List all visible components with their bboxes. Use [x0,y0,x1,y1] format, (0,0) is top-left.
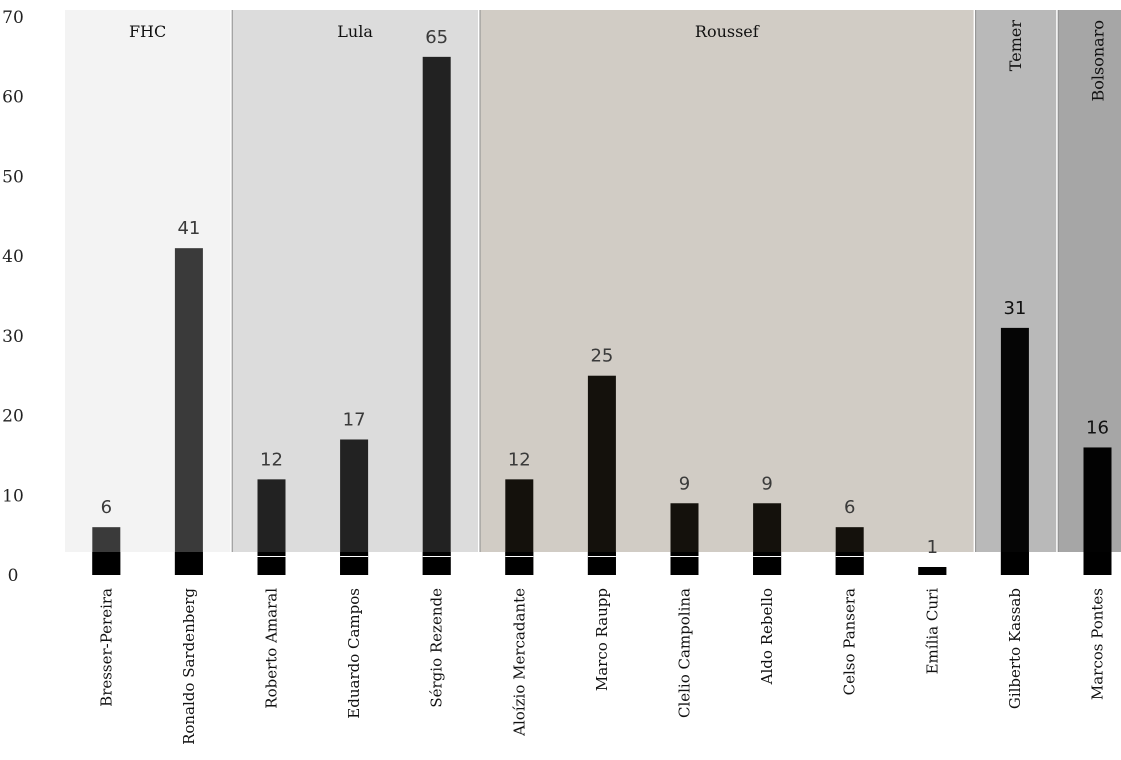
y-tick-label: 50 [2,167,24,187]
period-band-fhc [65,10,231,552]
category-label: Marco Raupp [593,588,611,691]
value-label: 9 [761,473,772,494]
y-tick-label: 40 [2,247,24,267]
y-axis: 0 10 20 30 40 50 60 70 [2,8,24,586]
category-label: Emília Curi [923,588,941,675]
period-labels: FHC Lula Roussef Temer Bolsonaro [129,20,1108,102]
value-label: 9 [679,473,690,494]
bar-base [340,552,369,575]
bar [587,375,616,575]
category-label: Sérgio Rezende [428,588,446,708]
period-label: Bolsonaro [1089,20,1108,101]
period-label: Temer [1006,20,1025,72]
category-label: Gilberto Kassab [1006,588,1024,709]
y-tick-label: 70 [2,8,24,28]
bars [92,56,1112,576]
bar-base [1083,552,1112,575]
bar-base [587,552,616,575]
bar-base [835,552,864,575]
bar-base [257,552,286,575]
value-label: 41 [177,218,200,239]
period-label: FHC [129,22,166,41]
value-label: 16 [1086,417,1109,438]
bar [1000,327,1029,575]
bar-base [670,552,699,575]
y-tick-label: 20 [2,407,24,427]
bar-base [92,552,121,575]
category-label: Aloízio Mercadante [510,588,528,737]
value-label: 6 [844,497,855,518]
category-label: Celso Pansera [841,588,859,695]
category-label: Roberto Amaral [263,588,281,709]
y-tick-label: 10 [2,486,24,506]
value-label: 1 [927,537,938,558]
category-label: Ronaldo Sardenberg [180,588,198,745]
category-label: Clelio Campolina [676,588,694,718]
period-label: Lula [337,22,373,41]
value-label: 12 [508,449,531,470]
category-label: Marcos Pontes [1089,588,1107,700]
bar-base [505,552,534,575]
category-label: Aldo Rebello [758,588,776,685]
value-label: 12 [260,449,283,470]
bar-base [1000,552,1029,575]
value-label: 6 [101,497,112,518]
bar-base [422,552,451,575]
bar-base [753,552,782,575]
bar [422,56,451,576]
y-tick-label: 0 [8,566,19,586]
period-label: Roussef [695,22,760,41]
bar-base [174,552,203,575]
value-labels: 6 41 12 17 65 12 25 9 9 6 1 31 16 [101,27,1109,558]
value-label: 31 [1003,298,1026,319]
value-label: 25 [590,346,613,367]
y-tick-label: 60 [2,88,24,108]
value-label: 65 [425,27,448,48]
bar [174,248,203,575]
category-labels: Bresser-Pereira Ronaldo Sardenberg Roberto… [97,588,1106,745]
bar-base [918,567,947,575]
y-tick-label: 30 [2,327,24,347]
category-label: Bresser-Pereira [97,588,115,707]
period-band-roussef [480,10,974,552]
value-label: 17 [343,409,366,430]
category-label: Eduardo Campos [345,588,363,719]
